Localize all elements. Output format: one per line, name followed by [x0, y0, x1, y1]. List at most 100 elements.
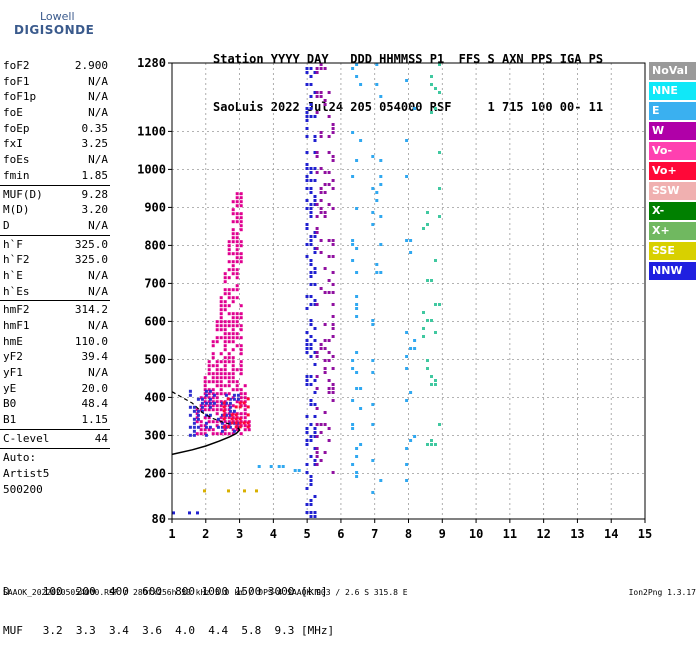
echo-point [379, 271, 383, 274]
echo-point [351, 243, 355, 246]
echo-point [231, 200, 235, 204]
param-value: N/A [88, 153, 108, 167]
echo-point [188, 433, 192, 437]
echo-point [313, 247, 317, 250]
echo-point [315, 407, 319, 410]
echo-point [223, 292, 227, 296]
echo-point [227, 380, 231, 384]
echo-point [331, 179, 335, 182]
param-row: foF1p N/A [0, 89, 110, 105]
echo-point [309, 323, 313, 326]
echo-point [355, 75, 359, 78]
param-value: 3.25 [81, 137, 109, 151]
echo-point [231, 220, 235, 224]
echo-point [323, 267, 327, 270]
y-tick-label: 400 [144, 390, 166, 404]
echo-point [323, 339, 327, 342]
echo-point [227, 288, 231, 292]
echo-point [230, 413, 234, 417]
echo-point [319, 423, 323, 426]
echo-point [413, 347, 417, 350]
echo-point [223, 272, 227, 276]
echo-point [409, 391, 413, 394]
param-name: yF1 [3, 366, 23, 380]
echo-point [331, 323, 335, 326]
echo-point [305, 179, 309, 182]
echo-point [227, 392, 231, 396]
echo-point [204, 425, 208, 429]
echo-point [227, 384, 231, 388]
echo-point [195, 408, 199, 412]
echo-point [379, 183, 383, 186]
echo-point [313, 415, 317, 418]
echo-point [223, 308, 227, 312]
x-tick-label: 4 [270, 527, 277, 541]
echo-point [227, 376, 231, 380]
echo-point [331, 291, 335, 294]
echo-point [223, 356, 227, 360]
param-row: h`Es N/A [0, 284, 110, 300]
echo-point [235, 212, 239, 216]
echo-point [371, 155, 375, 158]
echo-point [207, 388, 211, 392]
echo-point [219, 368, 223, 372]
param-row: D N/A [0, 218, 110, 234]
echo-point [430, 83, 433, 86]
echo-point [305, 207, 309, 210]
echo-point [196, 511, 199, 515]
echo-point [351, 399, 355, 402]
echo-point [355, 271, 359, 274]
echo-point [211, 372, 215, 376]
logo-line2: DIGISONDE [14, 23, 95, 37]
echo-point [438, 63, 441, 66]
echo-point [207, 392, 211, 396]
echo-point [219, 304, 223, 308]
param-value: 48.4 [81, 397, 109, 411]
echo-point [235, 388, 239, 392]
echo-point [313, 327, 317, 330]
param-row: MUF(D) 9.28 [0, 187, 110, 203]
echo-point [203, 396, 207, 400]
param-name: C-level [3, 431, 50, 445]
echo-point [239, 388, 243, 392]
y-tick-label: 900 [144, 200, 166, 214]
echo-point [315, 355, 319, 358]
param-value: N/A [88, 74, 108, 88]
echo-point [215, 404, 219, 408]
echo-point [305, 487, 309, 490]
echo-point [231, 264, 235, 268]
echo-point [228, 409, 232, 413]
echo-point [305, 351, 309, 354]
echo-point [371, 423, 375, 426]
echo-point [351, 239, 355, 242]
param-row: yE 20.0 [0, 381, 110, 397]
echo-point [327, 279, 331, 282]
x-tick-label: 1 [168, 527, 175, 541]
echo-point [315, 231, 319, 234]
echo-point [243, 489, 246, 493]
echo-point [222, 405, 226, 409]
echo-point [219, 392, 223, 396]
echo-point [222, 417, 226, 421]
echo-point [375, 63, 379, 66]
echo-point [235, 216, 239, 220]
echo-point [226, 397, 230, 401]
echo-point [309, 499, 313, 502]
param-name: B1 [3, 413, 17, 427]
echo-point [371, 403, 375, 406]
echo-point [234, 405, 238, 409]
echo-point [227, 420, 231, 424]
echo-point [309, 303, 313, 306]
param-name: MUF(D) [3, 187, 43, 201]
echo-point [199, 404, 203, 408]
echo-point [323, 291, 327, 294]
echo-point [434, 443, 437, 446]
legend-item-nne: NNE [649, 82, 696, 100]
echo-point [305, 151, 309, 154]
echo-point [319, 167, 323, 170]
echo-point [207, 372, 211, 376]
echo-point [405, 367, 409, 370]
echo-point [230, 417, 234, 421]
echo-point [351, 423, 355, 426]
echo-point [215, 384, 219, 388]
